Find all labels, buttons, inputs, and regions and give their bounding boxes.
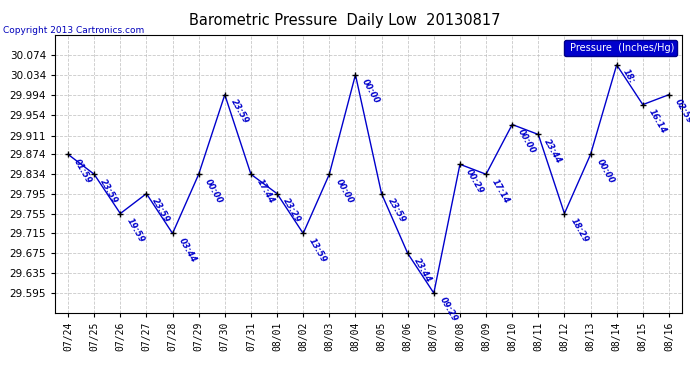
Text: 01:59: 01:59 [72,157,93,185]
Legend: Pressure  (Inches/Hg): Pressure (Inches/Hg) [564,40,677,56]
Text: 17:44: 17:44 [255,177,276,205]
Text: 00:00: 00:00 [203,177,224,205]
Text: 02:59: 02:59 [673,98,690,125]
Text: 23:44: 23:44 [542,137,564,165]
Text: 00:00: 00:00 [516,127,538,155]
Text: 23:59: 23:59 [386,196,407,224]
Text: Copyright 2013 Cartronics.com: Copyright 2013 Cartronics.com [3,26,145,35]
Text: 18:29: 18:29 [569,216,590,244]
Text: 00:00: 00:00 [359,78,381,105]
Text: 23:59: 23:59 [229,98,250,125]
Text: 16:14: 16:14 [647,107,668,135]
Text: 00:00: 00:00 [595,157,616,185]
Text: Barometric Pressure  Daily Low  20130817: Barometric Pressure Daily Low 20130817 [189,13,501,28]
Text: 00:00: 00:00 [333,177,355,205]
Text: 23:59: 23:59 [99,177,119,205]
Text: 23:29: 23:29 [282,196,302,224]
Text: 13:59: 13:59 [307,236,328,264]
Text: 17:14: 17:14 [490,177,511,205]
Text: 00:29: 00:29 [464,167,485,195]
Text: 23:44: 23:44 [412,256,433,284]
Text: 18:: 18: [621,68,636,85]
Text: 03:44: 03:44 [177,236,198,264]
Text: 23:59: 23:59 [150,196,172,224]
Text: 09:29: 09:29 [438,296,460,324]
Text: 19:59: 19:59 [124,216,146,244]
